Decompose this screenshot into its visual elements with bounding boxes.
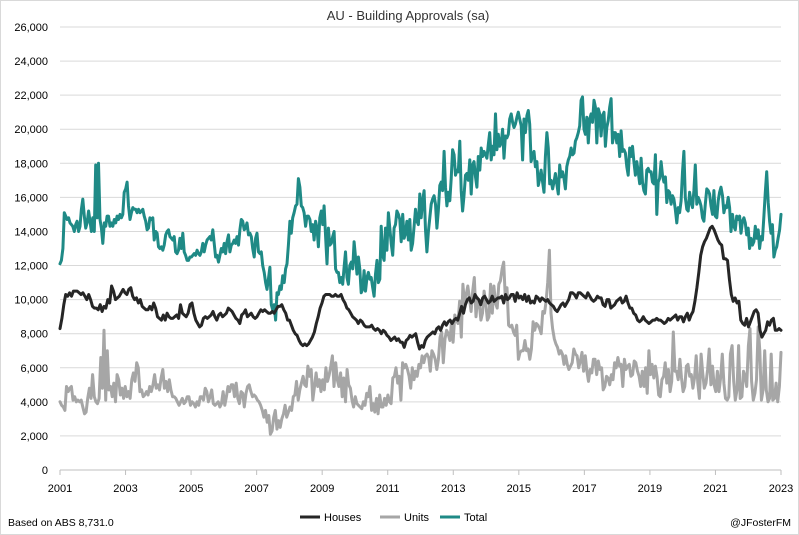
y-tick-label: 20,000 bbox=[14, 124, 48, 136]
y-tick-label: 18,000 bbox=[14, 158, 48, 170]
series-line-total bbox=[58, 95, 783, 322]
gridlines bbox=[60, 26, 781, 471]
x-tick-label: 2003 bbox=[113, 483, 137, 495]
y-tick-label: 10,000 bbox=[14, 295, 48, 307]
source-note: Based on ABS 8,731.0 bbox=[8, 517, 114, 529]
y-tick-label: 2,000 bbox=[20, 431, 48, 443]
x-tick-label: 2011 bbox=[376, 483, 400, 495]
x-tick-label: 2007 bbox=[244, 483, 268, 495]
x-tick-label: 2005 bbox=[179, 483, 203, 495]
series-line-houses bbox=[58, 224, 783, 351]
y-tick-label: 26,000 bbox=[14, 22, 48, 34]
y-tick-label: 22,000 bbox=[14, 90, 48, 102]
x-tick-label: 2009 bbox=[310, 483, 334, 495]
x-tick-label: 2001 bbox=[48, 483, 72, 495]
y-tick-label: 24,000 bbox=[14, 56, 48, 68]
x-axis: 2001 2003 2005 2007 2009 2011 2013 2015 2017 2019… bbox=[48, 469, 793, 495]
chart-title: AU - Building Approvals (sa) bbox=[327, 8, 490, 23]
y-tick-label: 0 bbox=[42, 465, 48, 477]
y-tick-label: 6,000 bbox=[20, 363, 48, 375]
y-tick-label: 8,000 bbox=[20, 329, 48, 341]
legend: Houses Units Total bbox=[300, 512, 487, 524]
x-tick-label: 2015 bbox=[507, 483, 531, 495]
legend-label-houses: Houses bbox=[324, 512, 362, 524]
x-tick-label: 2023 bbox=[769, 483, 793, 495]
x-tick-label: 2019 bbox=[638, 483, 662, 495]
y-tick-label: 16,000 bbox=[14, 192, 48, 204]
x-tick-label: 2013 bbox=[441, 483, 465, 495]
legend-label-units: Units bbox=[404, 512, 430, 524]
y-tick-label: 4,000 bbox=[20, 397, 48, 409]
y-axis: 0 2,000 4,000 6,000 8,000 10,000 12,000 14,000 1… bbox=[14, 22, 48, 477]
series-line-units bbox=[58, 248, 783, 436]
x-tick-label: 2021 bbox=[703, 483, 727, 495]
x-tick-label: 2017 bbox=[572, 483, 596, 495]
series-layer bbox=[58, 95, 783, 436]
author-credit: @JFosterFM bbox=[730, 517, 791, 529]
y-tick-label: 14,000 bbox=[14, 226, 48, 238]
legend-label-total: Total bbox=[464, 512, 487, 524]
y-tick-label: 12,000 bbox=[14, 261, 48, 273]
